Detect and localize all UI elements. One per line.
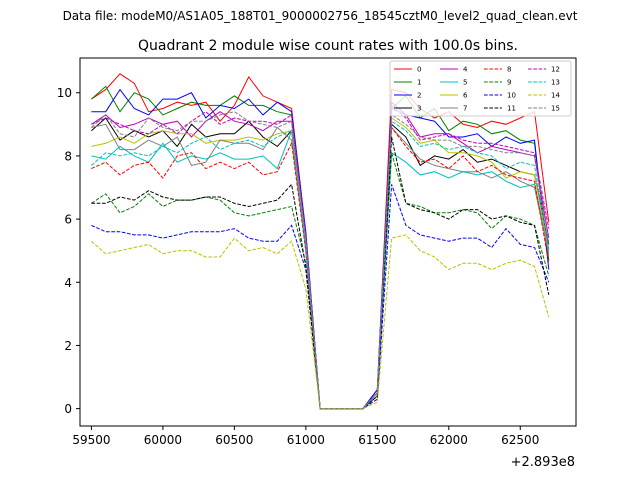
x-tick-label: 60000 [144, 433, 182, 447]
legend-label-1: 1 [417, 79, 421, 87]
legend-label-12: 12 [551, 66, 560, 74]
series-lines [91, 73, 550, 410]
series-line-8 [91, 126, 550, 410]
legend-item-4: 4 [440, 66, 468, 74]
legend-item-1: 1 [394, 79, 421, 87]
legend-label-11: 11 [507, 105, 516, 113]
legend-item-3: 3 [394, 105, 421, 113]
y-tick-label: 2 [64, 339, 72, 353]
x-tick-label: 59500 [72, 433, 110, 447]
legend-item-6: 6 [440, 92, 468, 100]
legend-label-8: 8 [507, 66, 511, 74]
legend-label-4: 4 [463, 66, 468, 74]
legend-label-2: 2 [417, 92, 421, 100]
legend-label-7: 7 [463, 105, 467, 113]
x-tick-label: 61500 [358, 433, 396, 447]
legend-label-3: 3 [417, 105, 421, 113]
legend-item-12: 12 [528, 66, 560, 74]
legend-item-5: 5 [440, 79, 467, 87]
legend-item-7: 7 [440, 105, 467, 113]
legend-label-13: 13 [551, 79, 560, 87]
legend-label-5: 5 [463, 79, 467, 87]
legend-item-14: 14 [528, 92, 560, 100]
legend-box [389, 60, 572, 117]
legend-item-11: 11 [484, 105, 516, 113]
x-tick-label: 62000 [430, 433, 468, 447]
x-tick-label: 61000 [287, 433, 325, 447]
y-tick-label: 10 [57, 86, 72, 100]
x-tick-label: 62500 [501, 433, 539, 447]
plot-area: 59500 60000 60500 61000 61500 62000 62500 0 2 4 6 8… [57, 57, 577, 447]
legend-item-8: 8 [484, 66, 511, 74]
legend-label-9: 9 [507, 79, 511, 87]
y-tick-label: 6 [64, 213, 72, 227]
legend-label-6: 6 [463, 92, 468, 100]
y-tick-label: 0 [64, 402, 72, 416]
y-tick-label: 4 [64, 276, 72, 290]
legend-label-10: 10 [507, 92, 516, 100]
figure-suptitle: Data file: modeM0/AS1A05_188T01_90000027… [63, 9, 578, 23]
legend-item-15: 15 [528, 105, 560, 113]
legend-label-15: 15 [551, 105, 560, 113]
legend-label-0: 0 [417, 66, 421, 74]
legend-item-9: 9 [484, 79, 511, 87]
axes-frame [79, 57, 577, 427]
x-axis-offset-label: +2.893e8 [511, 455, 575, 470]
legend-item-10: 10 [484, 92, 516, 100]
y-tick-label: 8 [64, 149, 72, 163]
legend-item-2: 2 [394, 92, 421, 100]
chart-title: Quadrant 2 module wise count rates with … [138, 38, 518, 54]
x-tick-label: 60500 [215, 433, 253, 447]
legend-label-14: 14 [551, 92, 560, 100]
series-line-14 [91, 234, 550, 410]
series-line-15 [91, 111, 550, 410]
legend-item-13: 13 [528, 79, 560, 87]
legend-item-0: 0 [394, 66, 421, 74]
